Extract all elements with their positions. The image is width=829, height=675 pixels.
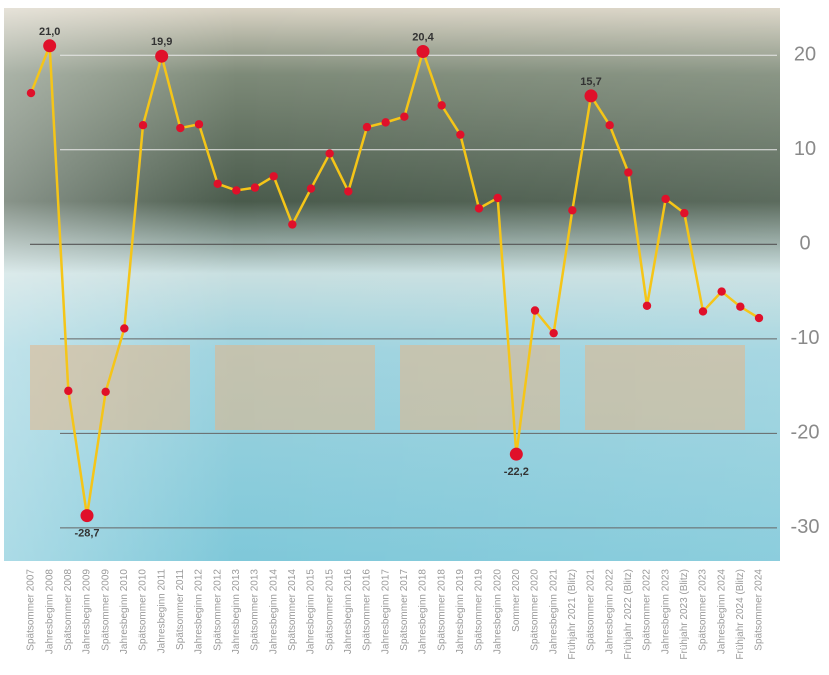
point bbox=[474, 204, 484, 213]
y-tick-label: -30 bbox=[791, 516, 820, 538]
x-tick-label: Sommer 2020 bbox=[511, 569, 522, 632]
point bbox=[194, 120, 204, 129]
x-tick-label: Frühjahr 2021 (Blitz) bbox=[567, 569, 578, 660]
x-tick-label: Spätsommer 2018 bbox=[436, 569, 447, 651]
x-tick-label: Spätsommer 2008 bbox=[63, 569, 74, 651]
x-tick-label: Spätsommer 2022 bbox=[642, 569, 653, 651]
point bbox=[176, 123, 185, 133]
x-tick-label: Spätsommer 2019 bbox=[474, 569, 485, 651]
point bbox=[362, 122, 372, 132]
x-tick-label: Spätsommer 2016 bbox=[362, 569, 373, 651]
point bbox=[736, 302, 745, 311]
x-tick-label: Frühjahr 2024 (Blitz) bbox=[735, 569, 746, 660]
point bbox=[605, 121, 614, 130]
point bbox=[288, 220, 297, 229]
x-tick-label: Jahresbeginn 2018 bbox=[418, 569, 429, 655]
value-label: 21,0 bbox=[39, 26, 60, 38]
x-tick-label: Jahresbeginn 2011 bbox=[156, 569, 167, 654]
point bbox=[232, 186, 241, 195]
point bbox=[101, 387, 110, 396]
x-tick-label: Jahresbeginn 2015 bbox=[306, 569, 317, 655]
point bbox=[624, 168, 633, 177]
x-tick-label: Frühjahr 2022 (Blitz) bbox=[623, 569, 634, 660]
x-tick-label: Jahresbeginn 2020 bbox=[492, 569, 503, 655]
x-tick-label: Jahresbeginn 2010 bbox=[119, 569, 130, 655]
x-tick-label: Jahresbeginn 2009 bbox=[82, 569, 93, 655]
point bbox=[416, 44, 430, 58]
point bbox=[306, 184, 316, 193]
value-label: 19,9 bbox=[151, 36, 172, 48]
y-tick-label: -10 bbox=[791, 327, 820, 349]
x-tick-label: Spätsommer 2010 bbox=[138, 569, 149, 651]
x-tick-label: Jahresbeginn 2017 bbox=[380, 569, 391, 655]
point bbox=[213, 179, 222, 189]
value-label: 15,7 bbox=[580, 76, 601, 88]
x-tick-label: Jahresbeginn 2014 bbox=[268, 569, 279, 655]
point bbox=[456, 130, 465, 139]
value-label: -22,2 bbox=[504, 466, 529, 478]
y-tick-label: 20 bbox=[794, 44, 816, 66]
x-tick-label: Spätsommer 2009 bbox=[100, 569, 111, 651]
point bbox=[43, 39, 57, 53]
point bbox=[155, 49, 169, 63]
point bbox=[80, 509, 94, 523]
point bbox=[549, 328, 558, 338]
y-tick-label: 10 bbox=[794, 138, 816, 160]
point bbox=[400, 112, 409, 121]
x-tick-label: Jahresbeginn 2008 bbox=[44, 569, 55, 655]
x-tick-label: Jahresbeginn 2012 bbox=[194, 569, 205, 655]
x-tick-label: Frühjahr 2023 (Blitz) bbox=[679, 569, 690, 660]
photo-desks bbox=[30, 345, 745, 430]
y-tick-label: -20 bbox=[791, 422, 820, 444]
x-tick-label: Spätsommer 2020 bbox=[530, 569, 541, 651]
point bbox=[661, 194, 670, 204]
point bbox=[120, 324, 129, 333]
point bbox=[250, 183, 260, 192]
x-tick-label: Spätsommer 2023 bbox=[698, 569, 709, 651]
point bbox=[344, 187, 353, 196]
x-tick-label: Spätsommer 2024 bbox=[754, 569, 765, 651]
point bbox=[717, 287, 726, 296]
x-tick-label: Spätsommer 2012 bbox=[212, 569, 223, 651]
point bbox=[754, 313, 764, 323]
point bbox=[530, 306, 540, 315]
point bbox=[138, 121, 148, 130]
x-tick-label: Jahresbeginn 2013 bbox=[231, 569, 242, 655]
x-tick-label: Spätsommer 2017 bbox=[399, 569, 410, 651]
photo-overlay bbox=[4, 8, 780, 561]
point bbox=[64, 386, 73, 396]
point bbox=[325, 149, 334, 158]
point bbox=[381, 118, 390, 127]
point bbox=[568, 206, 577, 215]
x-tick-label: Spätsommer 2007 bbox=[26, 569, 37, 651]
x-tick-label: Jahresbeginn 2021 bbox=[548, 569, 559, 655]
x-tick-label: Jahresbeginn 2022 bbox=[604, 569, 615, 655]
value-label: -28,7 bbox=[74, 528, 99, 540]
point bbox=[509, 447, 523, 461]
x-tick-label: Jahresbeginn 2024 bbox=[716, 569, 727, 655]
point bbox=[26, 88, 36, 98]
point bbox=[269, 172, 278, 181]
value-label: 20,4 bbox=[412, 31, 434, 43]
point bbox=[642, 301, 652, 310]
y-tick-label: 0 bbox=[799, 233, 810, 255]
x-tick-label: Spätsommer 2014 bbox=[287, 569, 298, 651]
x-tick-label: Jahresbeginn 2019 bbox=[455, 569, 466, 655]
line bbox=[29, 44, 760, 517]
point bbox=[584, 89, 598, 103]
x-tick-label: Spätsommer 2021 bbox=[586, 569, 597, 651]
x-tick-label: Spätsommer 2013 bbox=[250, 569, 261, 651]
point bbox=[493, 193, 502, 203]
x-tick-label: Spätsommer 2011 bbox=[175, 569, 186, 650]
x-tick-label: Jahresbeginn 2023 bbox=[660, 569, 671, 655]
x-tick-label: Spätsommer 2015 bbox=[324, 569, 335, 651]
point bbox=[698, 307, 708, 316]
x-tick-label: Jahresbeginn 2016 bbox=[343, 569, 354, 655]
point bbox=[680, 208, 689, 218]
point bbox=[437, 101, 446, 110]
